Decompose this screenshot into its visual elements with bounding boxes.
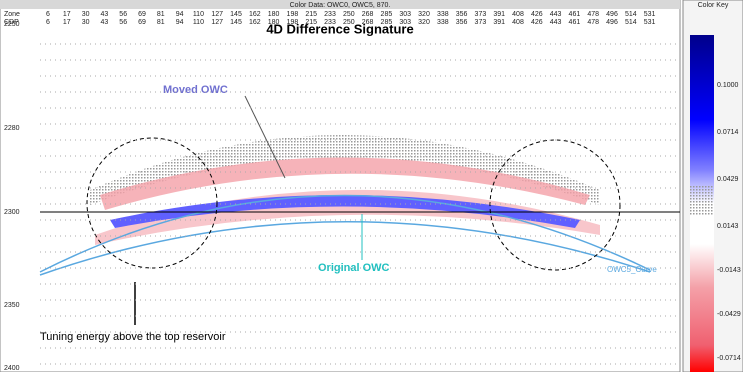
cdp-label: 215 bbox=[305, 19, 317, 26]
cdp-label: 6 bbox=[46, 11, 50, 18]
color-key-label: -0.0714 bbox=[717, 355, 741, 362]
cdp-label: 285 bbox=[381, 11, 393, 18]
cdp-label: 268 bbox=[362, 19, 374, 26]
cdp-label: 338 bbox=[437, 11, 449, 18]
cdp-label: 250 bbox=[343, 11, 355, 18]
cdp-label: 43 bbox=[101, 11, 109, 18]
cdp-label: 268 bbox=[362, 11, 374, 18]
annotation: Original OWC bbox=[318, 262, 390, 274]
cdp-label: 478 bbox=[587, 19, 599, 26]
cdp-label: 320 bbox=[418, 11, 430, 18]
y-label: 2280 bbox=[4, 125, 20, 132]
cdp-label: 356 bbox=[456, 11, 468, 18]
color-key-title: Color Key bbox=[698, 2, 729, 9]
header-title: Color Data: OWC0, OWC5, 870. bbox=[290, 2, 391, 9]
cdp-label: 391 bbox=[493, 19, 505, 26]
cdp-label: 443 bbox=[550, 19, 562, 26]
cdp-label: 69 bbox=[138, 11, 146, 18]
page: {"header": {"title": "Color Data: OWC0, … bbox=[0, 0, 743, 372]
cdp-label: 496 bbox=[606, 11, 618, 18]
cdp-label: 162 bbox=[249, 11, 261, 18]
cdp-label: 320 bbox=[418, 19, 430, 26]
cdp-label: 127 bbox=[211, 11, 223, 18]
cdp-label: 514 bbox=[625, 19, 637, 26]
cdp-label: 17 bbox=[63, 11, 71, 18]
cdp-label: 145 bbox=[230, 19, 242, 26]
cdp-label: 373 bbox=[475, 19, 487, 26]
cdp-label: 198 bbox=[287, 19, 299, 26]
cdp-label: 198 bbox=[287, 11, 299, 18]
cdp-label: 338 bbox=[437, 19, 449, 26]
color-key-label: 0.0429 bbox=[717, 176, 739, 183]
cdp-label: 127 bbox=[211, 19, 223, 26]
cdp-label: 514 bbox=[625, 11, 637, 18]
cdp-label: 356 bbox=[456, 19, 468, 26]
cdp-label: 426 bbox=[531, 19, 543, 26]
cdp-label: 478 bbox=[587, 11, 599, 18]
y-label: 2400 bbox=[4, 365, 20, 372]
cdp-label: 43 bbox=[101, 19, 109, 26]
y-label: 2350 bbox=[4, 302, 20, 309]
color-key-label: 0.0714 bbox=[717, 129, 739, 136]
cdp-label: 391 bbox=[493, 11, 505, 18]
cdp-label: 17 bbox=[63, 19, 71, 26]
cdp-label: 30 bbox=[82, 19, 90, 26]
annotation: Moved OWC bbox=[163, 84, 228, 96]
cdp-label: 94 bbox=[176, 11, 184, 18]
cdp-label: 531 bbox=[644, 19, 656, 26]
cdp-label: 94 bbox=[176, 19, 184, 26]
cdp-label: 110 bbox=[193, 19, 204, 26]
cdp-label: 233 bbox=[324, 19, 336, 26]
cdp-label: 373 bbox=[475, 11, 487, 18]
cdp-label: 81 bbox=[157, 19, 165, 26]
cdp-label: 30 bbox=[82, 11, 90, 18]
cdp-label: 56 bbox=[119, 19, 127, 26]
annotation: Tuning energy above the top reservoir bbox=[40, 331, 226, 343]
cdp-label: 180 bbox=[268, 19, 280, 26]
color-key-label: -0.0143 bbox=[717, 267, 741, 274]
annotation: OWC5_Curve bbox=[607, 265, 657, 274]
cdp-label: 496 bbox=[606, 19, 618, 26]
cdp-label: 69 bbox=[138, 19, 146, 26]
row-label: Zone bbox=[4, 11, 20, 18]
color-key-label: 0.1000 bbox=[717, 82, 739, 89]
cdp-label: 443 bbox=[550, 11, 562, 18]
cdp-label: 426 bbox=[531, 11, 543, 18]
cdp-label: 461 bbox=[569, 19, 581, 26]
cdp-label: 303 bbox=[399, 19, 411, 26]
cdp-label: 162 bbox=[249, 19, 261, 26]
cdp-label: 233 bbox=[324, 11, 336, 18]
cdp-label: 461 bbox=[569, 11, 581, 18]
cdp-label: 285 bbox=[381, 19, 393, 26]
cdp-label: 408 bbox=[512, 19, 524, 26]
cdp-label: 180 bbox=[268, 11, 280, 18]
cdp-label: 408 bbox=[512, 11, 524, 18]
cdp-label: 6 bbox=[46, 19, 50, 26]
color-key-label: 0.0143 bbox=[717, 223, 739, 230]
cdp-label: 303 bbox=[399, 11, 411, 18]
cdp-label: 250 bbox=[343, 19, 355, 26]
screen: Color Data: OWC0, OWC5, 870. Zone CDP 4D… bbox=[0, 0, 743, 372]
color-key-label: -0.0429 bbox=[717, 311, 741, 318]
cdp-label: 145 bbox=[230, 11, 242, 18]
color-key-dots bbox=[690, 185, 714, 215]
cdp-label: 110 bbox=[193, 11, 204, 18]
cdp-label: 215 bbox=[305, 11, 317, 18]
cdp-label: 56 bbox=[119, 11, 127, 18]
cdp-label: 531 bbox=[644, 11, 656, 18]
cdp-label: 81 bbox=[157, 11, 165, 18]
y-label: 2300 bbox=[4, 209, 20, 216]
y-label: 2250 bbox=[4, 21, 20, 28]
